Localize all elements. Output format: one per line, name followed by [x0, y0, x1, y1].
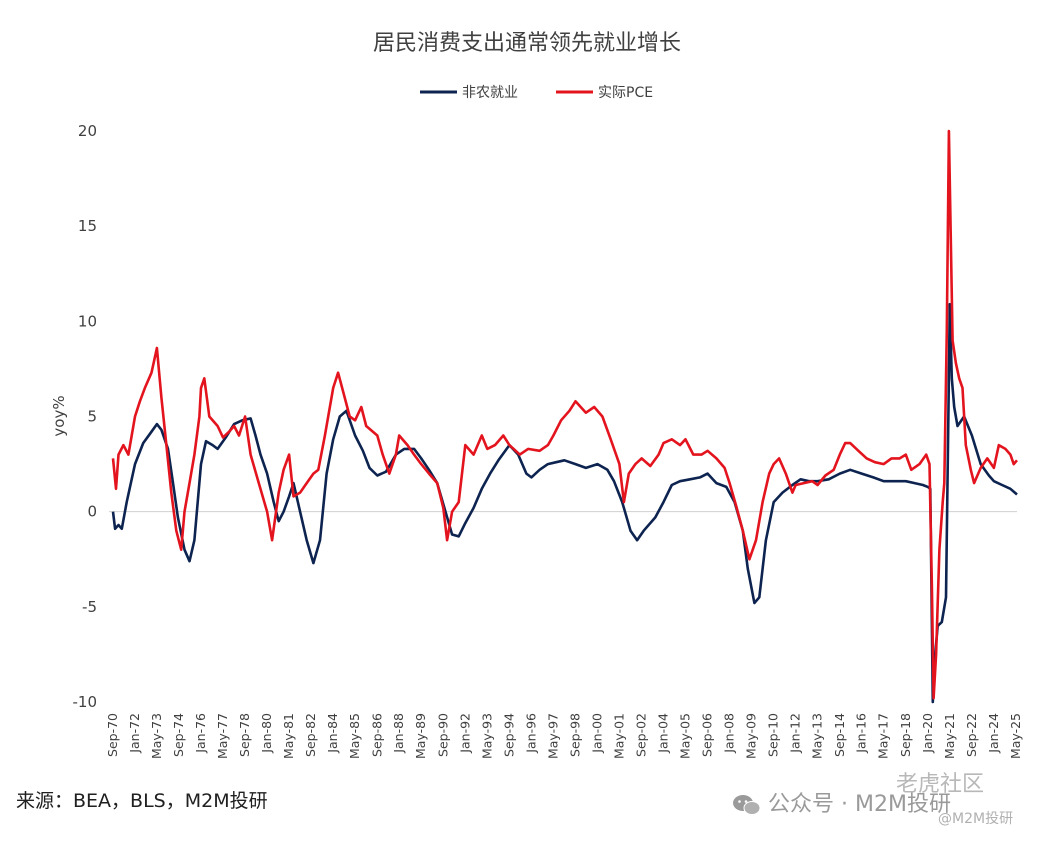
y-tick-label: 0 — [87, 503, 97, 521]
y-axis: 20 15 10 5 0 -5 -10 — [73, 122, 98, 711]
y-tick-label: 20 — [78, 122, 97, 140]
x-tick-label: Jan-12 — [788, 713, 803, 754]
x-tick-label: May-21 — [942, 713, 957, 759]
x-tick-label: Sep-70 — [105, 713, 120, 757]
x-tick-label: Sep-10 — [766, 713, 781, 757]
x-tick-label: Jan-96 — [523, 713, 538, 754]
x-tick-label: May-93 — [479, 713, 494, 759]
x-tick-label: Sep-86 — [369, 713, 384, 757]
y-tick-label: -5 — [82, 598, 97, 616]
x-axis: Sep-70 Jan-72 May-73 Sep-74 Jan-76 May-77 Sep-… — [105, 713, 1023, 759]
y-tick-label: 10 — [78, 312, 97, 330]
x-tick-label: Jan-20 — [920, 713, 935, 754]
x-tick-label: Jan-80 — [259, 713, 274, 754]
x-tick-label: Jan-72 — [127, 713, 142, 754]
x-tick-label: Jan-76 — [193, 713, 208, 754]
legend: 非农就业 实际PCE — [420, 85, 653, 101]
x-tick-label: Sep-18 — [898, 713, 913, 757]
x-tick-label: Jan-88 — [391, 713, 406, 754]
chart-title: 居民消费支出通常领先就业增长 — [373, 31, 681, 56]
y-tick-label: -10 — [73, 693, 98, 711]
x-tick-label: May-13 — [810, 713, 825, 759]
plot-area — [111, 129, 1018, 704]
x-tick-label: May-17 — [876, 713, 891, 759]
x-tick-label: Jan-84 — [325, 713, 340, 754]
x-tick-label: May-01 — [611, 713, 626, 759]
x-tick-label: Sep-82 — [303, 713, 318, 757]
x-tick-label: Jan-16 — [854, 713, 869, 754]
x-tick-label: May-09 — [744, 713, 759, 759]
x-tick-label: May-89 — [413, 713, 428, 759]
watermark-corner: 老虎社区 — [896, 772, 985, 797]
x-tick-label: Sep-90 — [435, 713, 450, 757]
x-tick-label: Sep-22 — [964, 713, 979, 757]
x-tick-label: Sep-14 — [832, 713, 847, 757]
x-tick-label: May-73 — [149, 713, 164, 759]
x-tick-label: May-81 — [281, 713, 296, 759]
watermark-corner-sub: @M2M投研 — [938, 811, 1014, 827]
x-tick-label: May-25 — [1008, 713, 1023, 759]
watermark-main: 公众号 · M2M投研 — [732, 786, 951, 818]
x-tick-label: May-97 — [545, 713, 560, 759]
watermark-main-text: 公众号 · M2M投研 — [768, 792, 951, 817]
series-line-nonfarm — [111, 302, 1018, 704]
x-tick-label: Jan-92 — [457, 713, 472, 754]
x-tick-label: May-85 — [347, 713, 362, 759]
x-tick-label: Sep-02 — [634, 713, 649, 757]
source-note: 来源：BEA，BLS，M2M投研 — [16, 790, 268, 812]
x-tick-label: Jan-00 — [589, 713, 604, 754]
x-tick-label: Sep-74 — [171, 713, 186, 757]
y-tick-label: 5 — [87, 408, 97, 426]
legend-label-pce: 实际PCE — [598, 85, 653, 101]
x-tick-label: Sep-94 — [501, 713, 516, 757]
x-tick-label: May-77 — [215, 713, 230, 759]
legend-label-nonfarm: 非农就业 — [462, 85, 518, 101]
series-line-pce — [111, 129, 1018, 700]
y-axis-label: yoy% — [50, 395, 68, 436]
x-tick-label: Jan-08 — [722, 713, 737, 754]
x-tick-label: Sep-98 — [567, 713, 582, 757]
wechat-icon — [733, 795, 761, 815]
x-tick-label: Jan-24 — [986, 713, 1001, 754]
x-tick-label: May-05 — [677, 713, 692, 759]
x-tick-label: Sep-06 — [700, 713, 715, 757]
y-tick-label: 15 — [78, 217, 97, 235]
x-tick-label: Jan-04 — [656, 713, 671, 754]
x-tick-label: Sep-78 — [237, 713, 252, 757]
